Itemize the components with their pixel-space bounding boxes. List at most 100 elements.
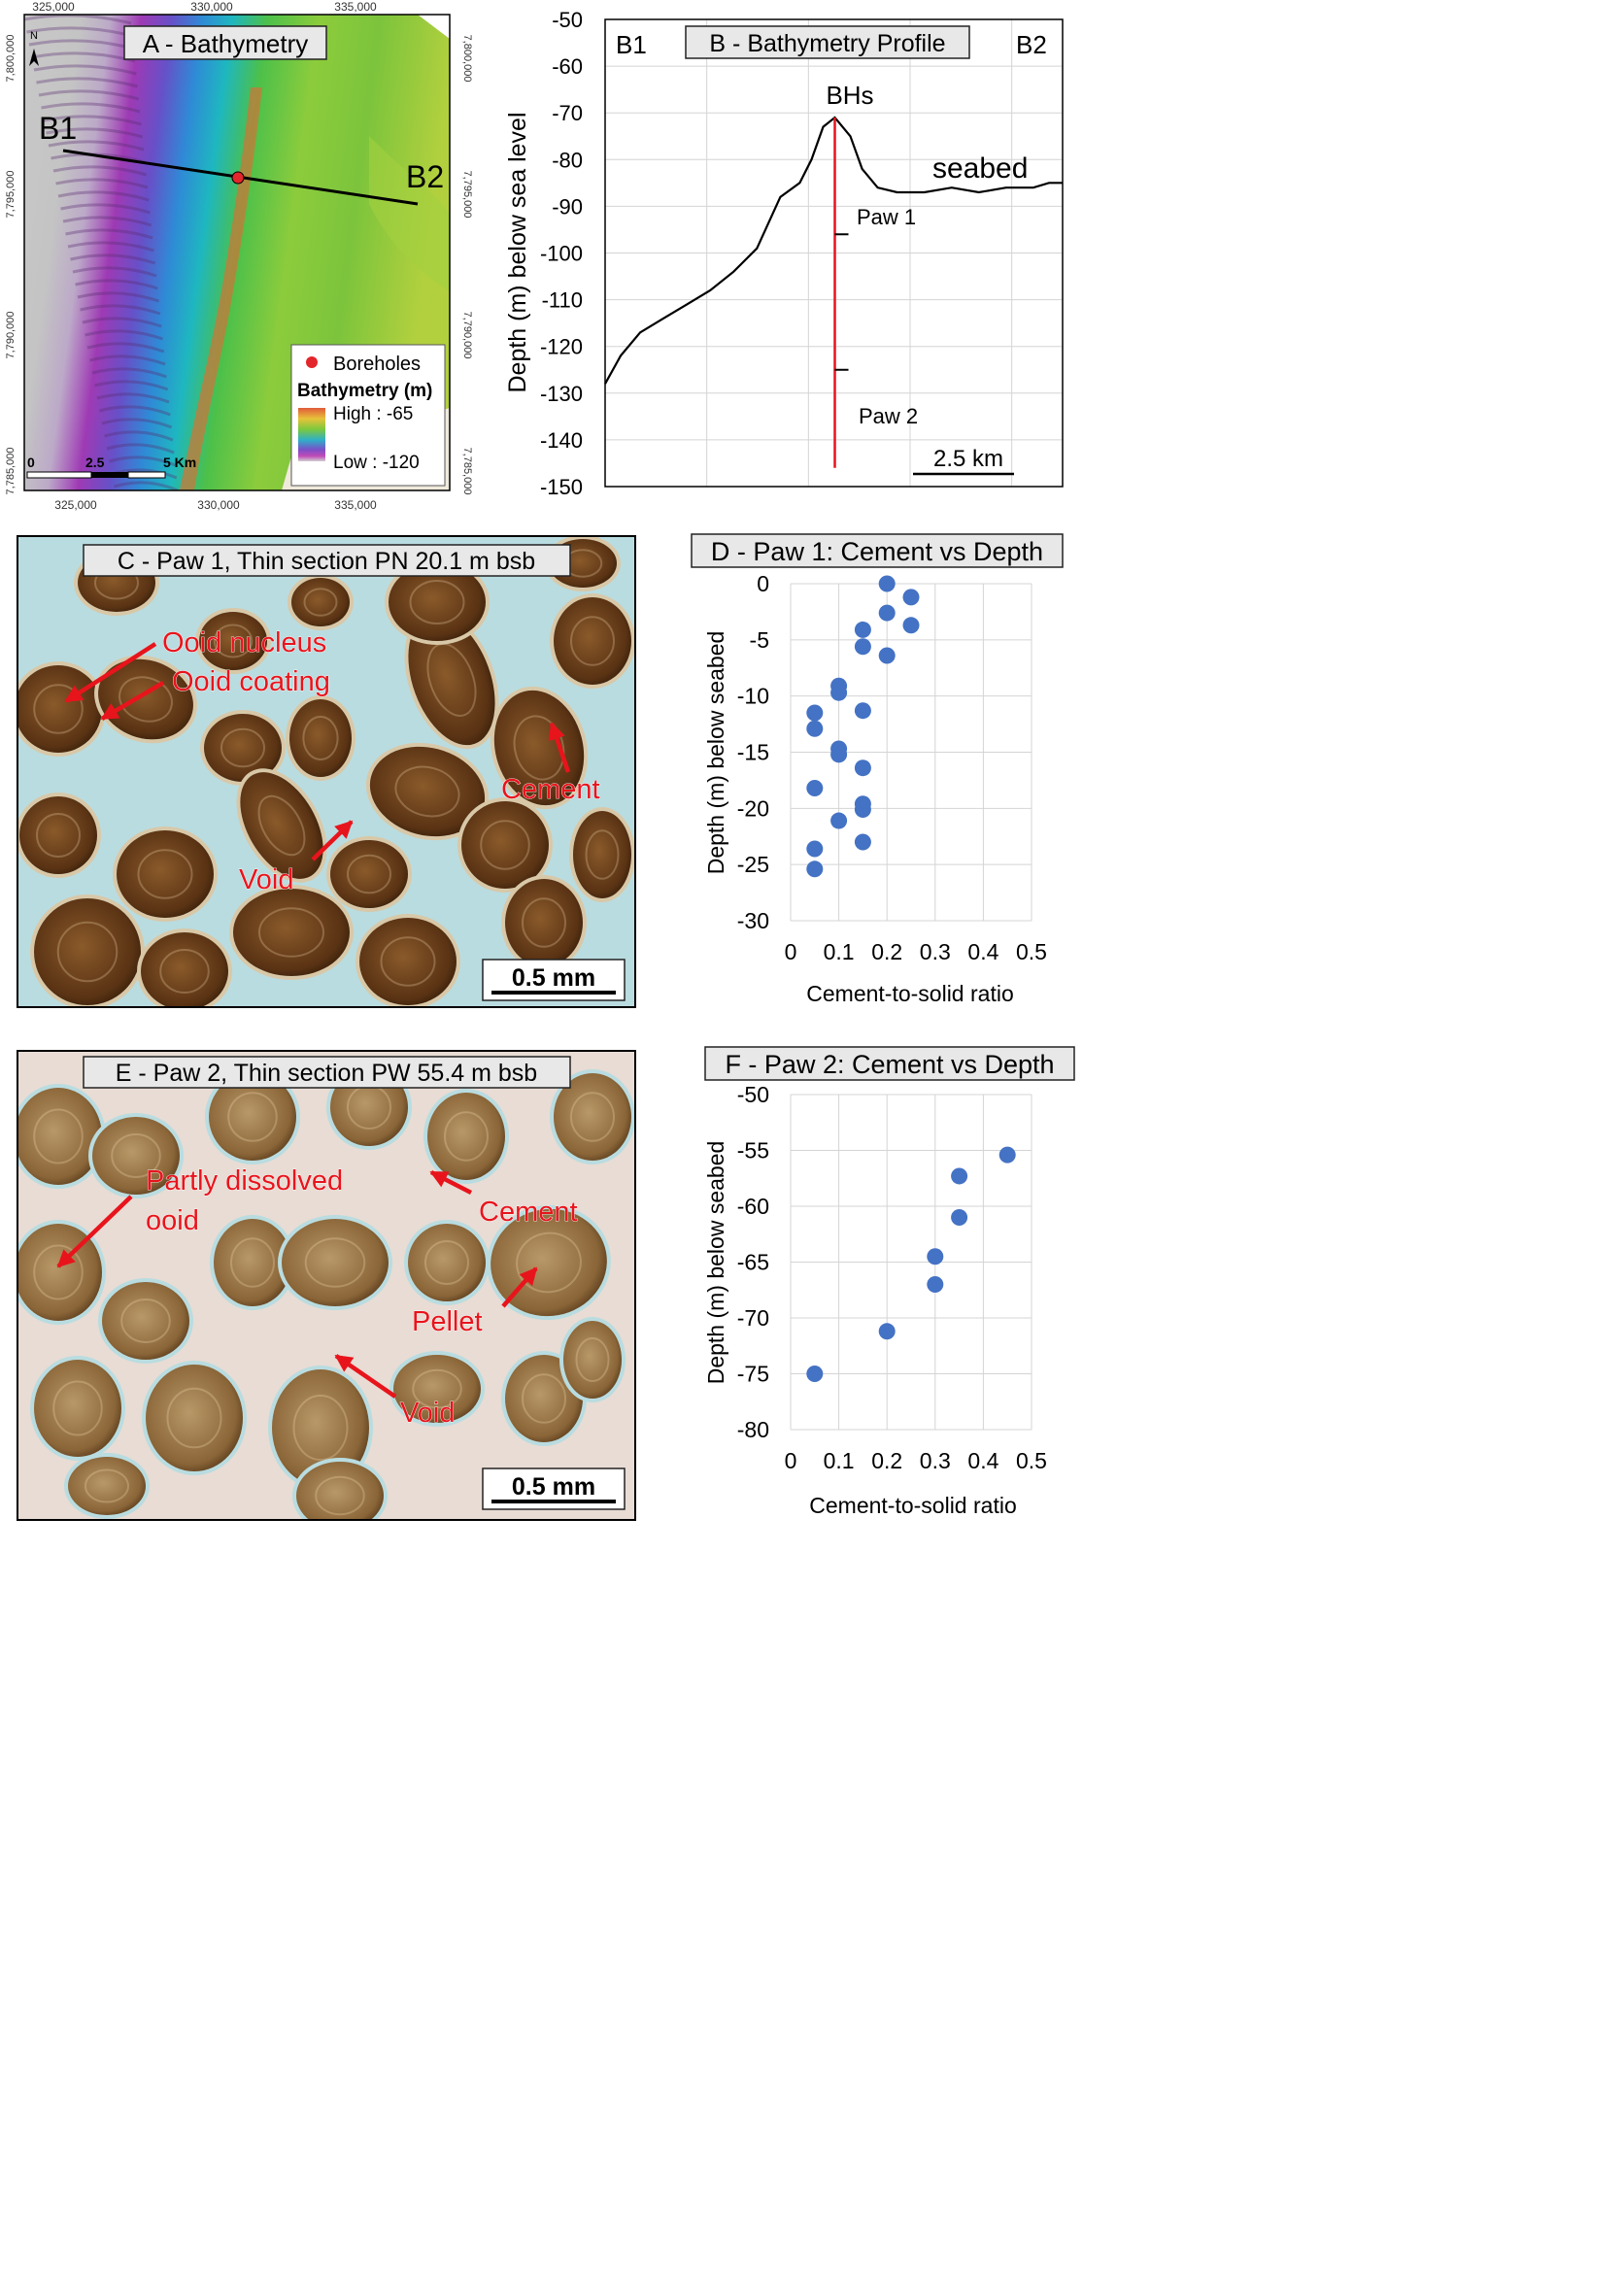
photo-e-frame — [17, 1050, 636, 1521]
sandwave-ridge — [85, 329, 163, 341]
ooid-grain — [501, 875, 587, 970]
panel-f-title: F - Paw 2: Cement vs Depth — [725, 1050, 1054, 1079]
ooid-grain — [94, 655, 197, 744]
panel-f-paw2-scatter: F - Paw 2: Cement vs Depth 0 0.1 0.2 0.3 0.4… — [703, 1046, 1075, 1518]
data-point — [806, 840, 824, 858]
paw2-label: Paw 2 — [859, 404, 918, 428]
sandwave-texture — [24, 15, 179, 490]
sandwave-ridge — [41, 102, 141, 114]
data-point — [927, 1276, 944, 1293]
x-tick: 0.4 — [967, 939, 998, 964]
map-x-tick-bottom: 330,000 — [197, 498, 240, 512]
data-point — [806, 860, 824, 878]
panel-d-paw1-scatter: D - Paw 1: Cement vs Depth 0 0.1 0.2 0.3 0.4… — [691, 533, 1064, 1006]
map-x-tick-top: 330,000 — [190, 0, 233, 14]
ooid-grain — [288, 574, 354, 630]
ooid-grain — [550, 593, 635, 689]
photo-c-arrows — [64, 642, 571, 861]
panel-d-x-axis-label: Cement-to-solid ratio — [806, 981, 1013, 1006]
sandwave-ridge — [57, 190, 150, 202]
x-tick: 0.3 — [920, 1448, 951, 1473]
ooid-grain — [98, 1278, 193, 1364]
ooid-grain — [286, 695, 355, 781]
sandwave-ridge — [109, 455, 177, 467]
y-tick: -70 — [737, 1305, 769, 1331]
sandwave-ridge — [33, 64, 137, 76]
ooid-grain — [365, 742, 490, 841]
y-tick: -15 — [737, 740, 769, 765]
data-point — [998, 1146, 1016, 1164]
profile-y-tick: -100 — [540, 242, 583, 266]
data-point — [878, 1323, 896, 1340]
panel-f-x-axis-label: Cement-to-solid ratio — [809, 1493, 1016, 1518]
sandwave-ridge — [94, 380, 169, 391]
data-point — [854, 621, 871, 638]
label-partly-dissolved: Partly dissolved — [146, 1165, 343, 1197]
panel-c-thin-section-photo: C - Paw 1, Thin section PN 20.1 m bsb Oo… — [17, 535, 636, 1008]
map-x-tick-top: 325,000 — [32, 0, 75, 14]
y-tick: -65 — [737, 1250, 769, 1275]
label-ooid-coating: Ooid coating — [172, 666, 330, 697]
panel-f-y-axis-label: Depth (m) below seabed — [703, 1141, 728, 1385]
ooid-grain — [17, 1084, 106, 1189]
x-tick: 0.1 — [824, 1448, 855, 1473]
sandwave-ridge — [96, 392, 170, 404]
profile-right-label: B2 — [1016, 30, 1047, 59]
panel-d-points — [806, 575, 920, 878]
map-scale-bar: 0 2.5 5 Km — [26, 455, 196, 479]
profile-y-tick-labels: -50 -60 -70 -80 -90 -100 -110 -120 -130 -140 -150 — [540, 8, 583, 499]
ooid-grain — [30, 894, 145, 1007]
data-point — [927, 1248, 944, 1265]
ooid-grain — [569, 807, 635, 902]
map-y-tick-left: 7,785,000 — [5, 448, 17, 495]
sandwave-ridge — [75, 279, 158, 290]
map-y-tick-right: 7,800,000 — [461, 35, 473, 83]
panel-d-title: D - Paw 1: Cement vs Depth — [711, 537, 1043, 566]
legend-title: Bathymetry (m) — [297, 381, 432, 401]
profile-y-axis-label: Depth (m) below sea level — [504, 112, 531, 392]
ooid-grain — [17, 1220, 106, 1325]
x-tick: 0.5 — [1016, 1448, 1047, 1473]
sandwave-ridge — [52, 165, 148, 177]
sandwave-ridge — [77, 291, 160, 303]
x-tick: 0.1 — [824, 939, 855, 964]
sandwave-ridge — [24, 15, 132, 25]
sandwave-ridge — [72, 266, 157, 278]
sandwave-ridge — [80, 304, 161, 316]
ooid-grain — [457, 797, 553, 893]
y-tick: -80 — [737, 1417, 769, 1442]
panel-d-y-axis-label: Depth (m) below seabed — [703, 631, 728, 875]
y-tick: -25 — [737, 852, 769, 877]
sandwave-ridge — [43, 115, 142, 126]
ooid-grain — [236, 768, 327, 883]
ooid-grain — [559, 1317, 626, 1402]
label-void-e: Void — [400, 1398, 455, 1429]
sandwave-ridge — [65, 228, 153, 240]
x-tick: 0 — [785, 939, 797, 964]
data-point — [830, 684, 848, 701]
label-void-c: Void — [239, 864, 293, 895]
profile-y-tick: -110 — [542, 288, 583, 313]
panel-b-bathymetry-profile: -50-60-70-80-90-100-110-120-130-140-150 … — [504, 8, 1064, 499]
sandwave-ridge — [28, 39, 134, 51]
panel-a-bathymetry-map: B1 B2 A - Bathymetry N 325,000 330,000 3… — [5, 0, 473, 512]
y-tick: 0 — [757, 571, 769, 596]
y-tick: -5 — [750, 627, 769, 653]
photo-e-scale-label: 0.5 mm — [512, 1473, 595, 1501]
data-point — [806, 720, 824, 737]
panel-f-tick-labels: 0 0.1 0.2 0.3 0.4 0.5 -50 -55 -60 -65 -70 -75 -80 — [737, 1082, 1047, 1473]
profile-y-tick: -130 — [540, 382, 583, 406]
sandwave-ridge — [99, 405, 171, 417]
ooid-grain — [355, 914, 460, 1007]
photo-e-arrows — [56, 1169, 538, 1399]
ooid-grain — [17, 793, 101, 878]
y-tick: -75 — [737, 1362, 769, 1387]
map-y-tick-right: 7,795,000 — [461, 171, 473, 219]
ooid-grains — [17, 536, 635, 1007]
profile-y-tick: -90 — [552, 194, 583, 219]
sandwave-ridge — [48, 140, 145, 152]
svg-text:5 Km: 5 Km — [163, 455, 196, 470]
sandwave-ridge — [67, 241, 154, 253]
panel-f-gridlines — [790, 1094, 1032, 1431]
panel-a-title: A - Bathymetry — [143, 29, 309, 58]
